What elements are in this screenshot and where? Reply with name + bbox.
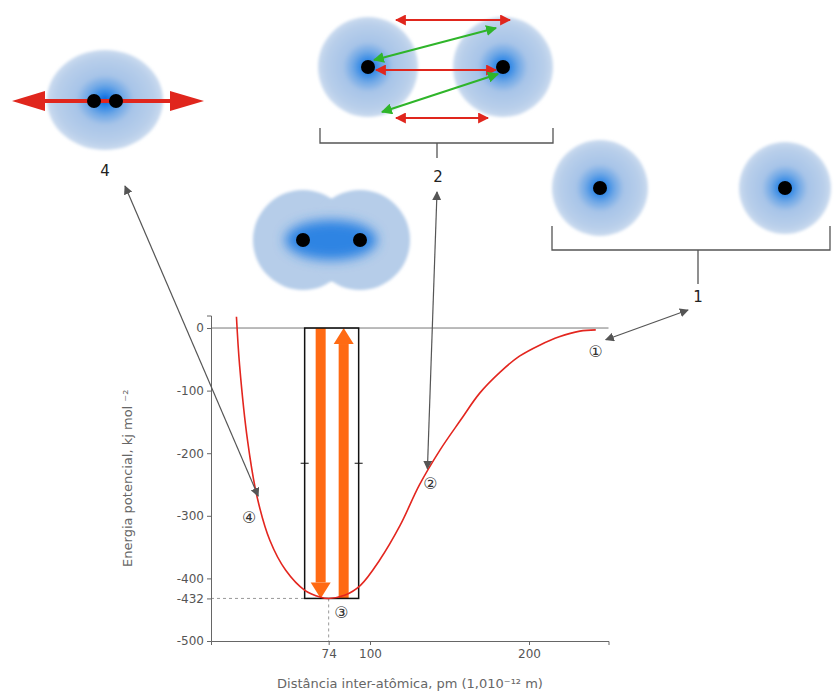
tick-mark [207, 516, 211, 517]
point-label: ④ [242, 508, 256, 527]
leader-line [125, 186, 258, 496]
nucleus [361, 60, 375, 74]
tick: -200 [177, 447, 211, 461]
leader-line [606, 310, 688, 340]
x-axis-title: Distância inter-atômica, pm (1,010⁻¹² m) [277, 676, 543, 691]
tick-mark [207, 578, 211, 579]
zero-line [211, 328, 609, 329]
tick: 100 [359, 641, 382, 661]
tick-label: 200 [518, 647, 541, 661]
frame-notch [355, 463, 363, 464]
repulsion-head [12, 91, 45, 111]
tick-label: -200 [177, 447, 204, 461]
bracket [552, 226, 830, 284]
point-label: ② [423, 474, 437, 493]
electron-cloud [739, 142, 831, 234]
tick: -400 [177, 572, 211, 586]
force-arrow [396, 19, 510, 21]
force-arrow [382, 74, 498, 112]
axis-line [212, 642, 610, 646]
tick-mark [207, 598, 211, 599]
tick: -432 [177, 592, 211, 606]
annotations: ① 1 ② 2 ③ ④ 4 [100, 162, 703, 622]
tick-mark [207, 453, 211, 454]
bond-energy-shaft [316, 328, 326, 582]
illustrations [12, 17, 831, 290]
chart: 74 100 200 0 -100 -200 -300 -400 -432 -500 Distânc… [0, 0, 837, 697]
point-label: ① [589, 342, 603, 361]
tick-label: -100 [177, 384, 204, 398]
nucleus [593, 181, 607, 195]
force-arrow [396, 117, 488, 119]
tick: -300 [177, 509, 211, 523]
tick: -500 [177, 634, 211, 648]
force-arrow [374, 28, 496, 60]
nucleus [296, 233, 310, 247]
tick-mark [207, 328, 211, 329]
nucleus [353, 233, 367, 247]
electron-cloud [318, 17, 418, 117]
tick-mark [329, 641, 330, 645]
tick-label: -400 [177, 572, 204, 586]
repulsion-shaft [40, 99, 172, 103]
bond-energy-shaft [339, 344, 349, 598]
tick-label: -432 [177, 592, 204, 606]
nucleus [87, 94, 101, 108]
callout-label: 4 [100, 162, 110, 180]
electron-cloud [453, 17, 553, 117]
tick-label: -500 [177, 634, 204, 648]
bond-energy-frame [305, 328, 359, 598]
nucleus [778, 181, 792, 195]
x-axis: 74 100 200 [212, 641, 610, 661]
y-axis-title: Energia potencial, kj mol ⁻² [120, 390, 135, 567]
nucleus [496, 60, 510, 74]
bond-energy-head [334, 328, 354, 344]
tick: 74 [322, 641, 337, 661]
tick-label: 100 [359, 647, 382, 661]
force-arrow [376, 69, 496, 71]
tick-label: -300 [177, 509, 204, 523]
guide-line [328, 598, 329, 641]
electron-cloud [552, 140, 648, 236]
y-axis: 0 -100 -200 -300 -400 -432 -500 [177, 316, 212, 648]
tick-mark [207, 641, 211, 642]
tick-mark [207, 391, 211, 392]
leader-line [427, 192, 437, 469]
tick-label: 74 [322, 647, 337, 661]
callout-label: 2 [433, 168, 443, 186]
tick: 200 [518, 641, 541, 661]
plot-area [211, 317, 596, 641]
nucleus [109, 94, 123, 108]
tick: 0 [196, 321, 211, 335]
tick-mark [370, 641, 371, 645]
tick-mark [529, 641, 530, 645]
bond-density [285, 220, 377, 260]
tick-label: 0 [196, 321, 204, 335]
bond-energy-head [311, 582, 331, 598]
callout-label: 1 [693, 288, 703, 306]
repulsion-head [170, 91, 204, 111]
frame-notch [301, 463, 309, 464]
point-label: ③ [334, 603, 348, 622]
bracket [320, 128, 553, 158]
axis-line [207, 316, 212, 642]
potential-curve [236, 317, 595, 599]
tick: -100 [177, 384, 211, 398]
